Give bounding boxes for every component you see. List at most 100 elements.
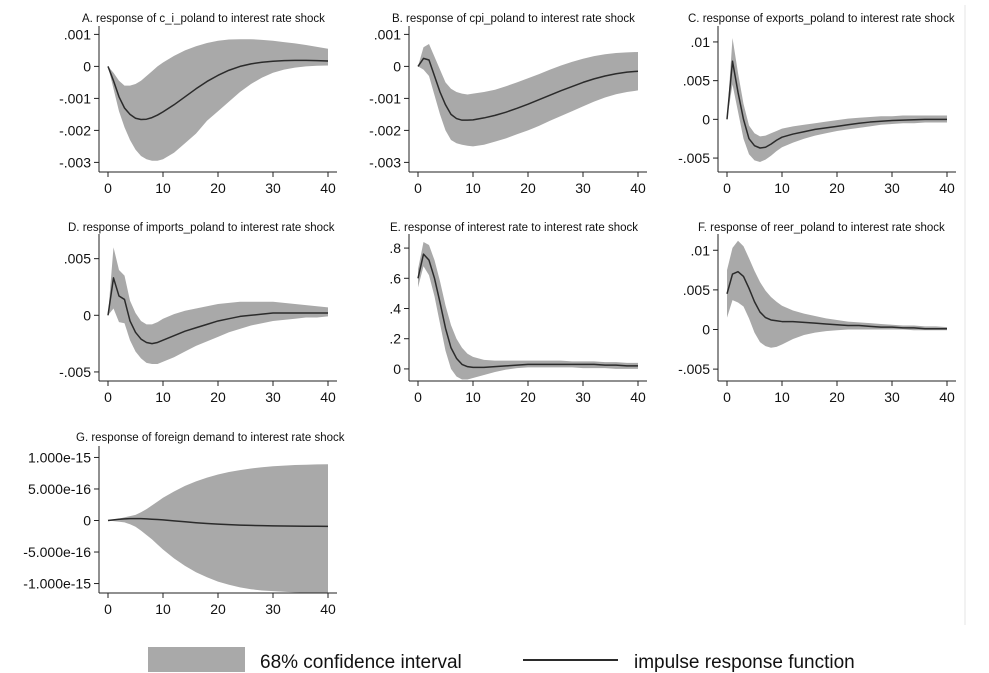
confidence-band xyxy=(108,39,328,161)
panel-title: B. response of cpi_poland to interest ra… xyxy=(392,13,635,25)
x-tick-label: 40 xyxy=(320,389,336,405)
confidence-band xyxy=(418,242,638,380)
y-tick-label: -.002 xyxy=(59,122,91,138)
legend-ci-swatch xyxy=(148,647,245,672)
panels-container: A. response of c_i_poland to interest ra… xyxy=(23,13,956,617)
confidence-band xyxy=(108,464,328,593)
x-tick-label: 30 xyxy=(265,180,281,196)
x-tick-label: 20 xyxy=(829,180,845,196)
y-tick-label: .6 xyxy=(389,270,401,286)
panel-title: C. response of exports_poland to interes… xyxy=(688,13,955,25)
panel-b: B. response of cpi_poland to interest ra… xyxy=(369,13,647,196)
legend-ci-label: 68% confidence interval xyxy=(260,652,462,673)
panel-c: C. response of exports_poland to interes… xyxy=(678,13,956,196)
x-tick-label: 0 xyxy=(104,389,112,405)
x-tick-label: 20 xyxy=(210,601,226,617)
irf-line xyxy=(726,270,947,330)
y-tick-label: 0 xyxy=(83,513,91,529)
y-tick-label: -1.000e-15 xyxy=(23,576,91,592)
x-tick-label: 10 xyxy=(155,601,171,617)
x-tick-label: 10 xyxy=(155,180,171,196)
y-tick-label: 0 xyxy=(393,361,401,377)
y-tick-label: 0 xyxy=(702,111,710,127)
panel-title: A. response of c_i_poland to interest ra… xyxy=(82,13,325,25)
confidence-band xyxy=(727,240,947,348)
x-tick-label: 30 xyxy=(884,180,900,196)
panel-title: F. response of reer_poland to interest r… xyxy=(698,222,945,234)
y-tick-label: 0 xyxy=(702,321,710,337)
irf-line xyxy=(417,57,639,121)
x-tick-label: 0 xyxy=(414,180,422,196)
x-tick-label: 20 xyxy=(520,389,536,405)
y-tick-label: .001 xyxy=(374,26,401,42)
x-tick-label: 10 xyxy=(465,389,481,405)
x-tick-label: 30 xyxy=(265,389,281,405)
y-tick-label: 0 xyxy=(83,58,91,74)
y-tick-label: .005 xyxy=(683,73,710,89)
x-tick-label: 0 xyxy=(104,180,112,196)
y-tick-label: .001 xyxy=(64,26,91,42)
x-tick-label: 40 xyxy=(630,180,646,196)
x-tick-label: 20 xyxy=(829,389,845,405)
irf-line xyxy=(726,60,947,149)
y-tick-label: 1.000e-15 xyxy=(28,449,91,465)
y-tick-label: -.003 xyxy=(59,154,91,170)
x-tick-label: 20 xyxy=(210,180,226,196)
x-tick-label: 30 xyxy=(575,180,591,196)
x-tick-label: 30 xyxy=(884,389,900,405)
y-tick-label: -.005 xyxy=(59,364,91,380)
panel-title: E. response of interest rate to interest… xyxy=(390,222,638,234)
y-tick-label: -.001 xyxy=(59,90,91,106)
y-tick-label: .01 xyxy=(691,242,711,258)
panel-g: G. response of foreign demand to interes… xyxy=(23,432,344,617)
y-tick-label: -.002 xyxy=(369,122,401,138)
y-tick-label: .01 xyxy=(691,34,711,50)
panel-d: D. response of imports_poland to interes… xyxy=(59,222,337,405)
x-tick-label: 40 xyxy=(939,180,955,196)
y-tick-label: -.005 xyxy=(678,361,710,377)
x-tick-label: 40 xyxy=(630,389,646,405)
y-tick-label: .005 xyxy=(683,282,710,298)
x-tick-label: 30 xyxy=(265,601,281,617)
y-tick-label: .005 xyxy=(64,251,91,267)
x-tick-label: 10 xyxy=(774,389,790,405)
x-tick-label: 0 xyxy=(104,601,112,617)
confidence-band xyxy=(727,38,947,162)
irf-line xyxy=(417,253,638,369)
panel-title: D. response of imports_poland to interes… xyxy=(68,222,335,234)
irf-line xyxy=(107,517,329,528)
x-tick-label: 30 xyxy=(575,389,591,405)
y-tick-label: 0 xyxy=(83,307,91,323)
y-tick-label: -.003 xyxy=(369,154,401,170)
x-tick-label: 10 xyxy=(465,180,481,196)
confidence-band xyxy=(418,44,638,147)
x-tick-label: 20 xyxy=(210,389,226,405)
x-tick-label: 10 xyxy=(774,180,790,196)
y-tick-label: -5.000e-16 xyxy=(23,544,91,560)
panel-title: G. response of foreign demand to interes… xyxy=(76,432,345,444)
panel-f: F. response of reer_poland to interest r… xyxy=(678,222,956,405)
x-tick-label: 0 xyxy=(723,180,731,196)
irf-line xyxy=(107,59,329,121)
x-tick-label: 20 xyxy=(520,180,536,196)
panel-e: E. response of interest rate to interest… xyxy=(389,222,647,405)
y-tick-label: .2 xyxy=(389,331,401,347)
y-tick-label: -.001 xyxy=(369,90,401,106)
x-tick-label: 40 xyxy=(320,601,336,617)
x-tick-label: 0 xyxy=(723,389,731,405)
y-tick-label: 0 xyxy=(393,58,401,74)
x-tick-label: 40 xyxy=(939,389,955,405)
x-tick-label: 40 xyxy=(320,180,336,196)
y-tick-label: -.005 xyxy=(678,150,710,166)
y-tick-label: 5.000e-16 xyxy=(28,481,91,497)
x-tick-label: 10 xyxy=(155,389,171,405)
y-tick-label: .4 xyxy=(389,301,401,317)
legend-irf-label: impulse response function xyxy=(634,652,855,673)
panel-a: A. response of c_i_poland to interest ra… xyxy=(59,13,337,196)
irf-line xyxy=(107,277,328,345)
x-tick-label: 0 xyxy=(414,389,422,405)
y-tick-label: .8 xyxy=(389,240,401,256)
legend: 68% confidence interval impulse response… xyxy=(148,647,855,673)
confidence-band xyxy=(108,247,328,365)
